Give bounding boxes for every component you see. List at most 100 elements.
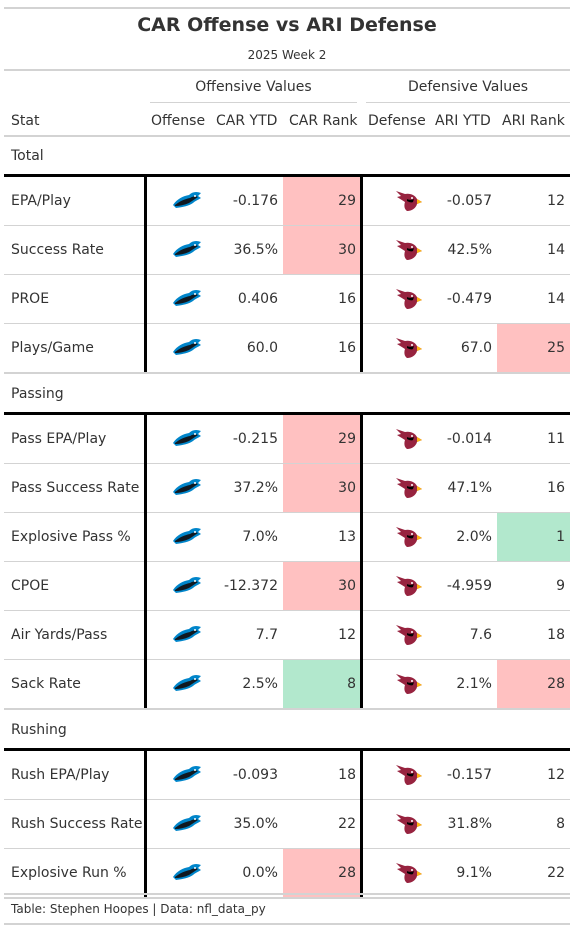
- stat-label: CPOE: [11, 578, 50, 594]
- car-ytd-value: 7.7: [255, 627, 278, 643]
- car-ytd-value: -0.176: [232, 193, 278, 209]
- ari-ytd-value: -4.959: [446, 578, 492, 594]
- car-ytd-value: 36.5%: [233, 242, 278, 258]
- cardinals-logo-icon: [393, 427, 423, 451]
- panthers-logo-icon: [172, 476, 202, 500]
- row-divider: [4, 463, 570, 464]
- car-rank-value: 12: [338, 627, 356, 643]
- row-divider: [4, 659, 570, 660]
- ari-rank-value: 14: [547, 242, 565, 258]
- car-ytd-value: 35.0%: [233, 816, 278, 832]
- column-header-car-ytd: CAR YTD: [216, 113, 278, 129]
- column-header-offense: Offense: [151, 113, 206, 129]
- ari-ytd-value: -0.014: [446, 431, 492, 447]
- defense-column-left-rule: [360, 748, 363, 897]
- offense-column-left-rule: [144, 748, 147, 897]
- cardinals-logo-icon: [393, 336, 423, 360]
- stat-label: Air Yards/Pass: [11, 627, 108, 643]
- ari-ytd-value: 2.0%: [456, 529, 492, 545]
- cardinals-logo-icon: [393, 623, 423, 647]
- row-divider: [4, 274, 570, 275]
- car-rank-value: 8: [347, 676, 356, 692]
- ari-ytd-value: 67.0: [460, 340, 492, 356]
- table-title: CAR Offense vs ARI Defense: [137, 14, 437, 36]
- spanner-defensive-values: Defensive Values: [407, 79, 529, 95]
- row-divider: [4, 323, 570, 324]
- car-rank-highlight: [283, 464, 361, 512]
- ari-rank-highlight: [497, 324, 570, 372]
- car-rank-highlight: [283, 849, 361, 897]
- table-row-plays-game: Plays/Game 60.0 16 67.0 25: [4, 324, 570, 373]
- ari-rank-value: 14: [547, 291, 565, 307]
- car-rank-value: 18: [338, 767, 356, 783]
- ari-ytd-value: 7.6: [469, 627, 492, 643]
- table-subtitle: 2025 Week 2: [247, 48, 327, 62]
- car-rank-highlight: [283, 415, 361, 463]
- panthers-logo-icon: [172, 336, 202, 360]
- group-divider: [4, 412, 570, 415]
- car-rank-highlight: [283, 226, 361, 274]
- header-divider: [4, 69, 570, 71]
- stat-label: Explosive Run %: [11, 865, 127, 881]
- car-rank-value: 30: [338, 480, 356, 496]
- column-header-car-rank: CAR Rank: [289, 113, 358, 129]
- column-header-ari-rank: ARI Rank: [502, 113, 565, 129]
- row-group-label-rushing: Rushing: [11, 722, 67, 738]
- panthers-logo-icon: [172, 189, 202, 213]
- cardinals-logo-icon: [393, 812, 423, 836]
- ari-rank-value: 12: [547, 767, 565, 783]
- ari-rank-highlight: [497, 660, 570, 708]
- car-ytd-value: -0.215: [232, 431, 278, 447]
- car-rank-highlight: [283, 177, 361, 225]
- group-end-divider: [4, 372, 570, 374]
- table-row-rush-epa-play: Rush EPA/Play -0.093 18 -0.157 12: [4, 751, 570, 800]
- ari-ytd-value: 2.1%: [456, 676, 492, 692]
- table-row-epa-play: EPA/Play -0.176 29 -0.057 12: [4, 177, 570, 226]
- ari-rank-value: 22: [547, 865, 565, 881]
- car-ytd-value: 0.0%: [242, 865, 278, 881]
- ari-rank-value: 8: [556, 816, 565, 832]
- car-ytd-value: 60.0: [246, 340, 278, 356]
- cardinals-logo-icon: [393, 861, 423, 885]
- car-ytd-value: -12.372: [223, 578, 278, 594]
- stat-label: Plays/Game: [11, 340, 94, 356]
- cardinals-logo-icon: [393, 476, 423, 500]
- ari-rank-value: 11: [547, 431, 565, 447]
- defense-column-left-rule: [360, 412, 363, 708]
- footer-bottom-border: [4, 923, 570, 925]
- ari-rank-value: 25: [547, 340, 565, 356]
- spanner-defensive-rule: [366, 102, 570, 103]
- table-row-cpoe: CPOE -12.372 30 -4.959 9: [4, 562, 570, 611]
- column-header-divider: [4, 135, 570, 137]
- ari-rank-value: 28: [547, 676, 565, 692]
- ari-rank-value: 1: [556, 529, 565, 545]
- table-row-air-yards-pass: Air Yards/Pass 7.7 12 7.6 18: [4, 611, 570, 660]
- car-rank-value: 16: [338, 340, 356, 356]
- offense-column-left-rule: [144, 174, 147, 372]
- panthers-logo-icon: [172, 763, 202, 787]
- row-divider: [4, 848, 570, 849]
- car-rank-value: 13: [338, 529, 356, 545]
- cardinals-logo-icon: [393, 525, 423, 549]
- panthers-logo-icon: [172, 812, 202, 836]
- stat-label: Pass Success Rate: [11, 480, 140, 496]
- car-ytd-value: -0.093: [232, 767, 278, 783]
- ari-rank-highlight: [497, 513, 570, 561]
- column-header-defense: Defense: [368, 113, 426, 129]
- cardinals-logo-icon: [393, 238, 423, 262]
- car-rank-value: 30: [338, 242, 356, 258]
- ari-ytd-value: -0.157: [446, 767, 492, 783]
- cardinals-logo-icon: [393, 287, 423, 311]
- group-divider: [4, 748, 570, 751]
- group-end-divider: [4, 708, 570, 710]
- table-bottom-border: [4, 893, 570, 895]
- ari-ytd-value: 9.1%: [456, 865, 492, 881]
- car-rank-value: 29: [338, 193, 356, 209]
- stat-label: EPA/Play: [11, 193, 71, 209]
- car-rank-highlight: [283, 660, 361, 708]
- panthers-logo-icon: [172, 574, 202, 598]
- car-ytd-value: 0.406: [237, 291, 278, 307]
- cardinals-logo-icon: [393, 763, 423, 787]
- table-row-proe: PROE 0.406 16 -0.479 14: [4, 275, 570, 324]
- ari-rank-value: 16: [547, 480, 565, 496]
